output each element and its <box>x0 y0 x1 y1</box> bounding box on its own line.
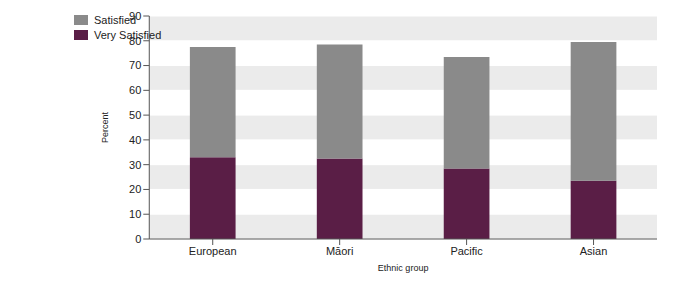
svg-text:Percent: Percent <box>100 111 110 143</box>
svg-text:90: 90 <box>129 10 141 22</box>
svg-text:40: 40 <box>129 134 141 146</box>
svg-text:Asian: Asian <box>580 245 608 257</box>
svg-text:70: 70 <box>129 59 141 71</box>
svg-text:60: 60 <box>129 84 141 96</box>
svg-text:Māori: Māori <box>326 245 354 257</box>
svg-text:50: 50 <box>129 109 141 121</box>
svg-text:80: 80 <box>129 35 141 47</box>
svg-text:Pacific: Pacific <box>450 245 483 257</box>
svg-text:30: 30 <box>129 159 141 171</box>
svg-text:0: 0 <box>135 233 141 245</box>
svg-text:20: 20 <box>129 183 141 195</box>
svg-text:10: 10 <box>129 208 141 220</box>
svg-text:Ethnic group: Ethnic group <box>378 263 429 273</box>
svg-text:European: European <box>189 245 237 257</box>
